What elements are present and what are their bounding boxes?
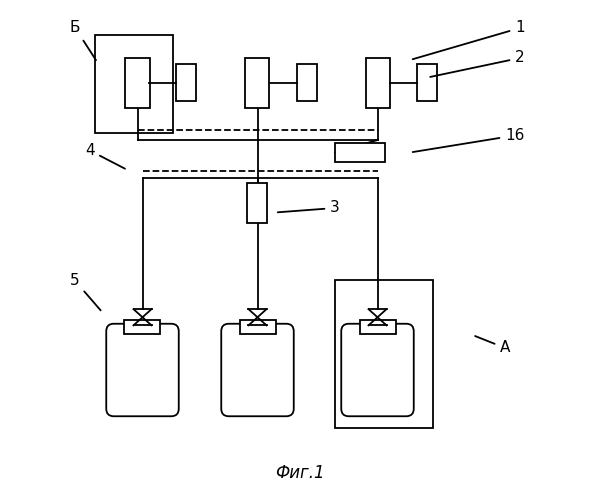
Bar (416, 64, 437, 101)
FancyBboxPatch shape (341, 324, 414, 416)
Text: 2: 2 (430, 50, 524, 77)
Text: 16: 16 (413, 128, 524, 152)
Text: Б: Б (70, 20, 96, 60)
Bar (176, 64, 196, 101)
Bar (359, 320, 395, 334)
Text: 1: 1 (413, 20, 524, 59)
FancyBboxPatch shape (221, 324, 294, 416)
FancyBboxPatch shape (106, 324, 179, 416)
Bar (125, 58, 149, 108)
Bar (335, 280, 433, 428)
Bar (365, 58, 389, 108)
Text: А: А (475, 336, 511, 355)
Text: 4: 4 (85, 143, 125, 169)
Bar (95, 35, 173, 132)
Text: 3: 3 (278, 200, 340, 216)
Text: 5: 5 (70, 273, 101, 310)
Bar (296, 64, 317, 101)
Bar (239, 320, 275, 334)
Bar (247, 182, 268, 222)
Bar (125, 320, 160, 334)
Bar (245, 58, 269, 108)
Bar (335, 143, 385, 162)
Text: Фиг.1: Фиг.1 (275, 464, 325, 481)
